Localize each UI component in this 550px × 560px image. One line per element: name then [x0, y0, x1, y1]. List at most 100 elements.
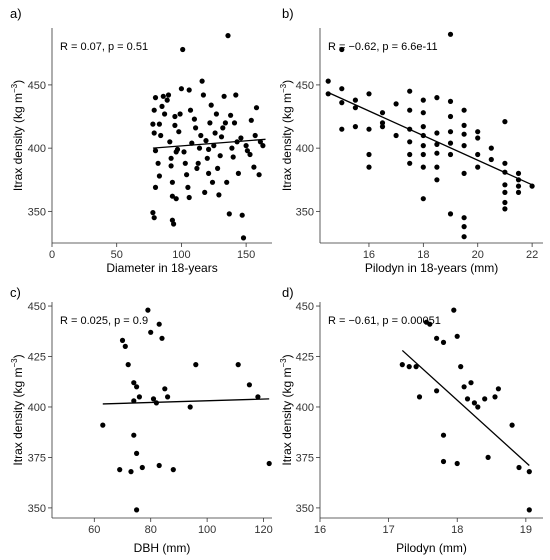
- correlation-stat: R = 0.025, p = 0.9: [60, 315, 148, 327]
- x-tick-label: 100: [198, 524, 216, 536]
- data-point: [217, 153, 223, 159]
- data-point: [247, 151, 253, 158]
- data-point: [464, 396, 471, 402]
- x-axis-title: Pilodyn in 18-years (mm): [365, 261, 498, 275]
- data-point: [434, 388, 440, 394]
- data-point: [447, 31, 454, 37]
- data-point: [406, 364, 412, 370]
- data-point: [492, 394, 498, 400]
- data-point: [379, 110, 386, 116]
- data-point: [207, 120, 213, 126]
- y-axis-title-close: ): [11, 354, 25, 358]
- data-point: [225, 33, 231, 39]
- data-point: [352, 105, 358, 111]
- x-tick-label: 60: [88, 524, 100, 536]
- data-point: [164, 97, 170, 103]
- data-point: [165, 394, 171, 400]
- correlation-stat: R = −0.62, p = 6.6e-11: [328, 41, 438, 53]
- data-point: [366, 164, 372, 170]
- data-point: [160, 93, 166, 99]
- data-point: [181, 149, 187, 155]
- data-point: [168, 163, 174, 169]
- data-point: [145, 307, 151, 313]
- data-point: [420, 151, 426, 158]
- data-point: [195, 160, 201, 166]
- data-point: [117, 467, 123, 473]
- y-tick-label: 425: [296, 352, 314, 364]
- y-axis-title: Itrax density (kg m−3): [279, 80, 294, 191]
- data-point: [156, 173, 162, 179]
- data-point: [131, 380, 137, 386]
- data-point: [244, 148, 250, 154]
- data-point: [339, 86, 345, 92]
- data-point: [238, 135, 244, 141]
- data-point: [230, 154, 236, 160]
- data-point: [215, 165, 221, 171]
- data-point: [515, 183, 522, 189]
- data-point: [212, 130, 218, 136]
- x-axis-title: Diameter in 18-years: [106, 261, 217, 275]
- y-axis-title-main: Itrax density (kg m: [11, 368, 25, 466]
- data-point: [251, 164, 257, 170]
- correlation-stat: R = −0.61, p = 0.00051: [328, 315, 441, 327]
- data-point: [461, 122, 467, 128]
- data-point: [119, 337, 126, 343]
- data-point: [393, 132, 399, 139]
- x-tick-label: 18: [417, 249, 429, 261]
- data-point: [420, 97, 426, 103]
- data-point: [461, 224, 467, 230]
- y-tick-label: 400: [296, 402, 314, 414]
- data-point: [516, 464, 522, 471]
- data-point: [468, 380, 474, 386]
- data-point: [502, 199, 508, 206]
- y-axis-title-close: ): [11, 80, 25, 84]
- data-point: [222, 120, 228, 126]
- data-point: [177, 111, 183, 117]
- data-point: [366, 126, 372, 132]
- data-point: [167, 139, 173, 145]
- data-point: [482, 396, 488, 402]
- data-point: [393, 101, 399, 107]
- x-tick-label: 80: [145, 524, 157, 536]
- data-point: [475, 151, 481, 158]
- data-point: [152, 184, 159, 190]
- data-point: [434, 150, 440, 156]
- data-point: [174, 146, 181, 152]
- data-point: [155, 160, 161, 166]
- data-point: [461, 170, 467, 176]
- y-axis-title: Itrax density (kg m−3): [10, 80, 25, 191]
- data-point: [420, 143, 426, 149]
- data-point: [416, 394, 423, 400]
- data-point: [352, 124, 358, 130]
- data-point: [125, 362, 131, 368]
- data-point: [151, 107, 157, 113]
- x-tick-label: 0: [49, 249, 55, 261]
- data-point: [515, 189, 522, 195]
- y-axis-title-main: Itrax density (kg m: [280, 368, 294, 466]
- data-point: [206, 146, 212, 152]
- data-point: [339, 46, 345, 53]
- data-point: [447, 98, 454, 104]
- data-point: [502, 206, 508, 212]
- data-point: [159, 335, 165, 341]
- y-axis-title: Itrax density (kg m−3): [279, 354, 294, 465]
- y-axis-title-close: ): [280, 354, 294, 358]
- data-point: [485, 454, 491, 460]
- data-point: [266, 460, 272, 467]
- y-tick-label: 425: [28, 352, 46, 364]
- data-point: [156, 121, 162, 127]
- data-point: [136, 394, 142, 400]
- data-point: [257, 139, 263, 145]
- data-point: [407, 88, 413, 94]
- data-point: [239, 212, 245, 218]
- y-tick-label: 350: [296, 206, 314, 218]
- data-point: [252, 132, 258, 139]
- data-point: [461, 107, 467, 113]
- data-point: [447, 151, 454, 158]
- data-point: [131, 398, 137, 404]
- data-point: [176, 129, 182, 135]
- data-point: [235, 362, 241, 368]
- data-point: [169, 193, 175, 199]
- data-point: [184, 172, 190, 178]
